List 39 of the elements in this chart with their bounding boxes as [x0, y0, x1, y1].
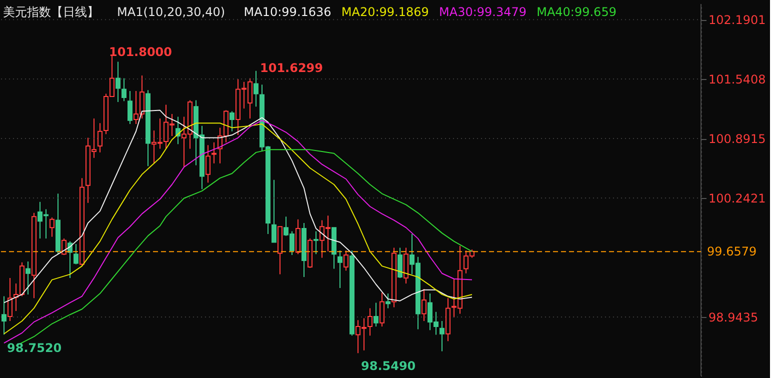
candlestick: [338, 250, 342, 289]
annotation: 101.8000: [109, 45, 172, 59]
candlestick: [440, 320, 444, 352]
candlestick: [272, 179, 276, 243]
annotation: 98.7520: [7, 341, 62, 355]
chart-title: 美元指数【日线】: [3, 5, 99, 19]
candlestick: [98, 122, 102, 153]
candlestick: [344, 250, 348, 272]
candlestick: [128, 90, 132, 125]
ref-line-label: 99.6579: [707, 244, 757, 259]
candlestick: [26, 260, 30, 295]
candlestick: [368, 308, 372, 336]
y-tick-label: 98.9435: [708, 310, 758, 325]
y-tick-label: 100.2421: [708, 192, 766, 206]
candlestick: [374, 302, 378, 328]
candlestick: [8, 277, 12, 322]
candlestick: [296, 218, 300, 255]
candlestick: [212, 142, 216, 164]
y-tick-label: 100.8915: [708, 132, 766, 146]
candlestick: [206, 144, 210, 184]
y-tick-label: 101.5408: [708, 72, 766, 87]
candlestick: [230, 110, 234, 132]
text: MA40:99.659: [536, 5, 616, 19]
candlestick: [2, 296, 6, 336]
candlestick: [380, 292, 384, 328]
text: MA30:99.3479: [439, 5, 526, 19]
annotation: 98.5490: [361, 359, 416, 373]
candlestick: [404, 247, 408, 284]
candlestick: [50, 216, 54, 238]
candlestick: [314, 230, 318, 255]
candlestick: [398, 247, 402, 278]
annotation: MA1(10,20,30,40): [117, 5, 226, 19]
candlestick: [74, 244, 78, 265]
y-tick-label: 102.1901: [708, 13, 766, 28]
text: MA20:99.1869: [341, 5, 429, 19]
text: MA10:99.1636: [244, 5, 332, 19]
candlestick: [422, 288, 426, 322]
candlestick: [386, 293, 390, 309]
annotation: 101.6299: [260, 61, 324, 75]
